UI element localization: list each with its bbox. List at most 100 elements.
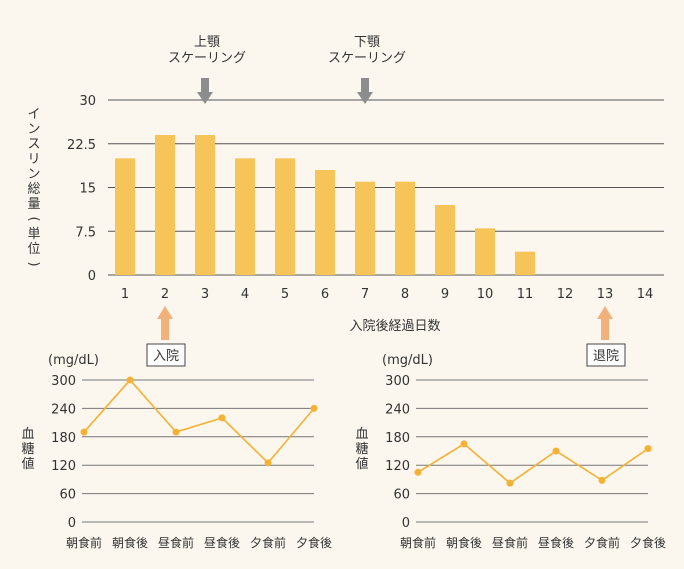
annotation-box-label: 退院 [593,349,619,364]
line-x-tick-label: 朝食前 [400,535,436,550]
bar-y-tick-label: 30 [79,94,96,109]
down-arrow-icon [201,78,209,92]
bar-y-tick-label: 22.5 [67,138,96,153]
bar-y-label-char: ン [27,122,40,137]
bar-y-label-char: リ [27,152,40,167]
glucose-point-朝食後 [460,440,468,448]
bar-x-tick-label: 6 [321,287,329,302]
line-y-tick-label: 180 [51,431,76,446]
line-y-tick-label: 60 [393,488,410,503]
bar-day-11 [515,251,535,275]
bar-day-3 [195,135,215,275]
bar-y-label-char: ) [26,261,41,266]
bar-y-tick-label: 7.5 [75,225,96,240]
annotation-box [586,343,626,367]
line-y-tick-label: 180 [385,431,410,446]
bar-y-tick-label: 0 [88,269,96,284]
glucose-line [417,442,649,485]
bar-y-label-char: ( [26,216,41,221]
line-y-label-char: 糖 [21,441,34,457]
glucose-point-朝食後 [126,376,134,384]
line-x-tick-label: 夕食前 [584,535,620,550]
bar-day-2 [155,135,175,275]
glucose-point-夕食前 [264,459,272,467]
up-arrow-icon [601,318,609,340]
glucose-point-夕食後 [310,404,318,412]
line-x-tick-label: 昼食後 [538,535,574,550]
bar-gridlines [108,99,664,276]
line-y-tick-label: 240 [51,402,76,417]
bar-day-1 [115,158,135,275]
bar-x-tick-label: 7 [361,287,369,302]
bar-x-tick-label: 12 [557,287,574,302]
glucose-point-昼食後 [218,414,226,422]
line-y-tick-label: 120 [51,459,76,474]
line-unit-label: (mg/dL) [382,353,433,368]
bar-y-label-char: 総 [27,182,40,197]
line-y-label-char: 値 [355,456,368,472]
bar-x-tick-label: 14 [637,287,654,302]
bar-y-label-char: イ [27,107,40,122]
line-x-tick-label: 昼食前 [492,535,528,550]
line-y-label-char: 値 [21,456,34,472]
bar-x-tick-label: 3 [201,287,209,302]
glucose-point-朝食前 [414,468,422,476]
bar-x-tick-label: 5 [281,287,289,302]
line-x-tick-label: 昼食後 [204,535,240,550]
bar-day-5 [275,158,295,275]
glucose-point-夕食後 [644,445,652,453]
bar-y-tick-label: 15 [79,182,96,197]
up-arrow-icon [597,306,613,319]
line-y-tick-label: 120 [385,459,410,474]
bar-x-tick-label: 1 [121,287,129,302]
line-x-tick-label: 朝食前 [66,535,102,550]
line-x-tick-label: 朝食後 [446,535,482,550]
line-y-tick-label: 0 [68,516,76,531]
glucose-point-昼食後 [552,447,560,455]
bar-y-label-char: 量 [27,197,40,212]
bar-day-7 [355,181,375,275]
bar-day-4 [235,158,255,275]
glucose-line [83,378,315,465]
line-y-label-char: 血 [21,427,34,442]
bar-x-axis-label: 入院後経過日数 [349,319,440,334]
bar-x-tick-label: 10 [477,287,494,302]
bar-y-label-char: ン [27,167,40,182]
bar-x-tick-label: 2 [161,287,169,302]
bar-series [115,135,535,275]
annotation-text: スケーリング [168,51,246,66]
line-y-tick-label: 60 [59,488,76,503]
down-arrow-icon [197,92,213,104]
bar-y-label-char: 単 [27,226,40,242]
line-y-label-char: 血 [355,427,368,442]
line-y-tick-label: 300 [51,374,76,389]
line-unit-label: (mg/dL) [48,353,99,368]
line-x-tick-label: 朝食後 [112,535,148,550]
bar-day-8 [395,181,415,275]
annotation-box-label: 入院 [153,349,179,364]
line-y-tick-label: 240 [385,402,410,417]
glucose-point-夕食前 [598,476,606,484]
annotation-box [146,343,186,367]
bar-x-tick-label: 13 [597,287,614,302]
annotation-text: 下顎 [354,35,380,50]
bar-x-tick-label: 8 [401,287,409,302]
up-arrow-icon [157,306,173,319]
down-arrow-icon [357,92,373,104]
bar-day-9 [435,205,455,275]
line-x-tick-label: 夕食後 [630,535,666,550]
bar-day-10 [475,228,495,275]
line-y-tick-label: 300 [385,374,410,389]
line-x-tick-label: 夕食後 [296,535,332,550]
bar-x-tick-label: 4 [241,287,249,302]
bar-day-6 [315,170,335,275]
down-arrow-icon [361,78,369,92]
bar-x-ticks: 1 2 3 4 5 6 7 8 9 10 11 12 13 14 [121,287,653,302]
annotation-text: 上顎 [194,35,220,50]
glucose-point-昼食前 [506,479,514,487]
bar-y-ticks: 30 22.5 15 7.5 0 [67,94,96,284]
